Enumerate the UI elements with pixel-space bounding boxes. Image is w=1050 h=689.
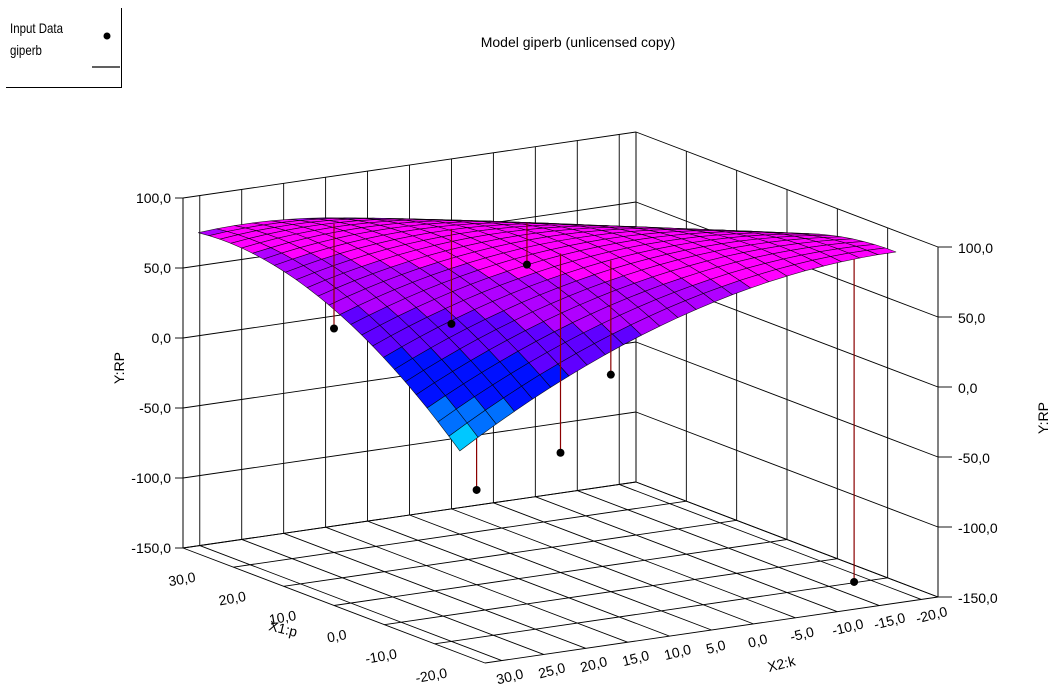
x2-tick-label: 30,0: [495, 665, 526, 687]
legend-entry-input-data: Input Data: [10, 20, 63, 36]
floor-grid-line: [451, 508, 754, 625]
x2-tick-label: -5,0: [788, 623, 815, 644]
surface: [198, 217, 897, 452]
input-data-point: [606, 370, 615, 379]
x1-tick-label: 20,0: [217, 588, 247, 609]
surface-patch: [448, 422, 479, 452]
y-tick-label-right: -100,0: [958, 520, 998, 536]
floor-grid-line: [535, 496, 838, 613]
input-data-point: [330, 324, 338, 333]
floor-grid-line: [199, 545, 502, 661]
y-axis-title-left: Y:RP: [111, 352, 127, 384]
y-tick-label-right: 0,0: [958, 380, 978, 396]
floor-grid-line: [493, 502, 796, 619]
y-tick-label-left: -150,0: [131, 540, 171, 556]
grid-walls: [175, 131, 952, 664]
input-data-point: [850, 577, 859, 586]
legend-point-marker: [103, 32, 111, 40]
x2-tick-label: 15,0: [620, 647, 651, 669]
axis-tick-labels: 100,0 100,0 50,0 50,0 0,0 0,0 -50,0 -50,0 -100,0…: [131, 190, 998, 687]
legend-symbols: [92, 32, 120, 68]
y-tick-label-right: -150,0: [958, 590, 998, 606]
floor-grid-line: [409, 514, 712, 631]
floor-grid-line: [283, 532, 586, 649]
x1-tick-label: 0,0: [326, 626, 348, 645]
x1-axis-title: X1:p: [267, 617, 299, 640]
input-data-point: [472, 485, 481, 494]
x2-tick-label: 20,0: [579, 653, 610, 675]
x2-tick-label: 5,0: [704, 637, 727, 657]
floor-grid-line: [577, 490, 880, 606]
y-tick-label-right: -50,0: [958, 450, 990, 466]
legend-entry-giperb: giperb: [10, 42, 42, 58]
y-tick-label-left: 100,0: [136, 190, 171, 206]
y-tick-label-right: 50,0: [958, 310, 985, 326]
x2-tick-label: 0,0: [746, 631, 769, 651]
input-data-point: [522, 260, 531, 269]
chart-title: Model giperb (unlicensed copy): [481, 34, 676, 50]
floor-grid-line: [619, 484, 922, 600]
x2-tick-label: -15,0: [872, 609, 907, 632]
y-tick-label-left: -50,0: [139, 400, 171, 416]
x2-tick-label: -20,0: [914, 603, 949, 626]
y-axis-title-right: Y:RP: [1035, 402, 1050, 434]
y-tick-label-left: 50,0: [144, 260, 171, 276]
y-tick-label-left: 0,0: [152, 330, 172, 346]
x2-axis-title: X2:k: [766, 652, 798, 675]
x1-tick-label: 30,0: [167, 569, 197, 590]
y-tick-label-right: 100,0: [958, 240, 993, 256]
x1-tick-label: -10,0: [364, 645, 398, 666]
x1-tick-label: -20,0: [414, 665, 448, 686]
input-data-point: [556, 448, 565, 457]
floor-grid-line: [182, 547, 486, 664]
x2-tick-label: 25,0: [537, 659, 568, 681]
x1-tick-label: 10,0: [268, 607, 298, 628]
y-tick-label-left: -100,0: [131, 470, 171, 486]
legend: Input Data giperb: [6, 8, 122, 88]
floor-grid-line: [241, 539, 544, 655]
floor-grid-line: [367, 520, 670, 637]
floor-grid-line: [325, 526, 628, 643]
input-data-points: [330, 223, 859, 586]
x2-tick-label: 10,0: [662, 641, 693, 663]
x2-tick-label: -10,0: [830, 615, 865, 638]
input-data-point: [447, 319, 456, 328]
